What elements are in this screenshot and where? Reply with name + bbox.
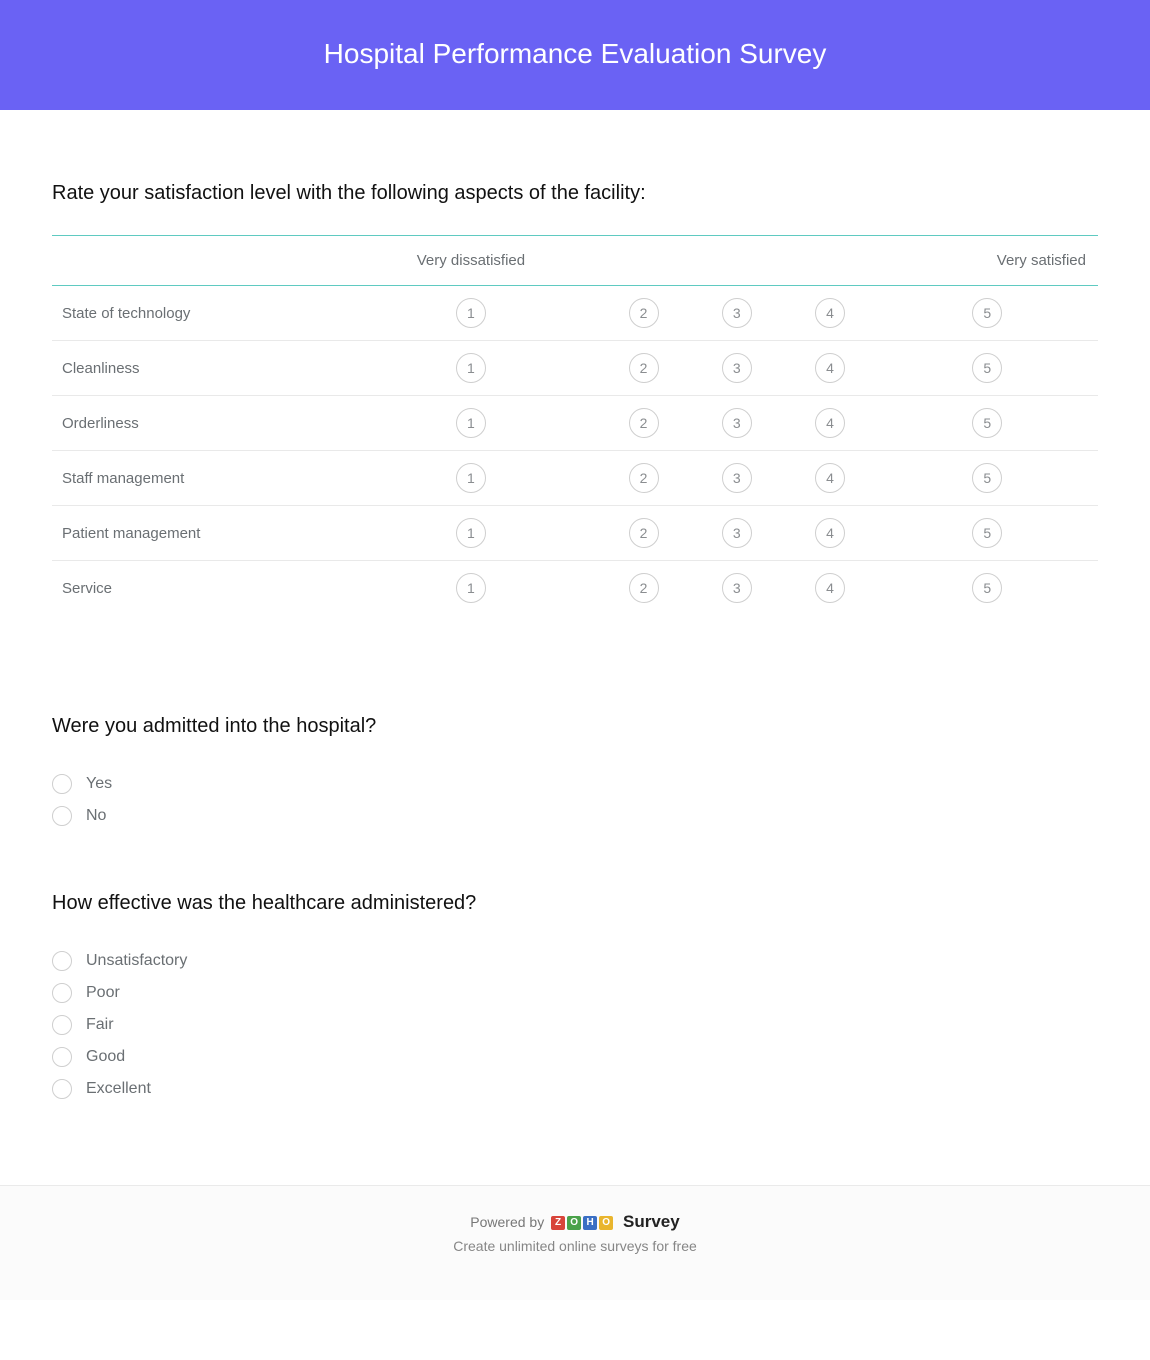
matrix-row: Staff management 1 2 3 4 5 — [52, 451, 1098, 506]
zoho-logo: ZOHO — [550, 1216, 614, 1230]
radio-input[interactable] — [52, 774, 72, 794]
matrix-row: Orderliness 1 2 3 4 5 — [52, 396, 1098, 451]
rating-option[interactable]: 4 — [815, 353, 845, 383]
survey-title: Hospital Performance Evaluation Survey — [324, 38, 827, 69]
question-3-title: How effective was the healthcare adminis… — [52, 892, 1098, 915]
radio-input[interactable] — [52, 1079, 72, 1099]
radio-input[interactable] — [52, 1015, 72, 1035]
matrix-row-label: Staff management — [52, 451, 345, 506]
rating-option[interactable]: 5 — [972, 298, 1002, 328]
rating-option[interactable]: 3 — [722, 518, 752, 548]
scale-right-label: Very satisfied — [877, 236, 1098, 286]
option-item: Unsatisfactory — [52, 945, 1098, 977]
matrix-row-label: Service — [52, 561, 345, 616]
option-item: Good — [52, 1041, 1098, 1073]
option-label: Fair — [86, 1016, 114, 1034]
footer-tagline: Create unlimited online surveys for free — [0, 1238, 1150, 1254]
rating-option[interactable]: 4 — [815, 408, 845, 438]
question-3-block: How effective was the healthcare adminis… — [52, 892, 1098, 1105]
survey-body: Rate your satisfaction level with the fo… — [0, 182, 1150, 1105]
matrix-row-label: Orderliness — [52, 396, 345, 451]
option-label: Poor — [86, 984, 120, 1002]
matrix-row-label: Cleanliness — [52, 341, 345, 396]
question-2-title: Were you admitted into the hospital? — [52, 715, 1098, 738]
question-3-options: Unsatisfactory Poor Fair Good Excellent — [52, 945, 1098, 1105]
rating-option[interactable]: 4 — [815, 463, 845, 493]
rating-option[interactable]: 5 — [972, 408, 1002, 438]
rating-option[interactable]: 1 — [456, 573, 486, 603]
question-1-title: Rate your satisfaction level with the fo… — [52, 182, 1098, 205]
matrix-header-row: Very dissatisfied Very satisfied — [52, 236, 1098, 286]
matrix-row-label: State of technology — [52, 286, 345, 341]
matrix-row: Cleanliness 1 2 3 4 5 — [52, 341, 1098, 396]
scale-left-label: Very dissatisfied — [345, 236, 597, 286]
rating-option[interactable]: 3 — [722, 573, 752, 603]
logo-letter: O — [567, 1216, 581, 1230]
radio-input[interactable] — [52, 1047, 72, 1067]
rating-option[interactable]: 1 — [456, 408, 486, 438]
rating-option[interactable]: 5 — [972, 573, 1002, 603]
rating-option[interactable]: 1 — [456, 463, 486, 493]
option-item: No — [52, 800, 1098, 832]
option-label: Unsatisfactory — [86, 952, 187, 970]
rating-option[interactable]: 5 — [972, 353, 1002, 383]
rating-option[interactable]: 1 — [456, 518, 486, 548]
matrix-row: Patient management 1 2 3 4 5 — [52, 506, 1098, 561]
rating-option[interactable]: 2 — [629, 298, 659, 328]
rating-option[interactable]: 1 — [456, 353, 486, 383]
rating-option[interactable]: 5 — [972, 463, 1002, 493]
option-label: Excellent — [86, 1080, 151, 1098]
rating-option[interactable]: 3 — [722, 408, 752, 438]
option-item: Excellent — [52, 1073, 1098, 1105]
rating-option[interactable]: 1 — [456, 298, 486, 328]
option-item: Poor — [52, 977, 1098, 1009]
rating-option[interactable]: 3 — [722, 353, 752, 383]
logo-letter: H — [583, 1216, 597, 1230]
rating-option[interactable]: 2 — [629, 573, 659, 603]
logo-letter: Z — [551, 1216, 565, 1230]
radio-input[interactable] — [52, 951, 72, 971]
survey-header: Hospital Performance Evaluation Survey — [0, 0, 1150, 110]
rating-matrix: Very dissatisfied Very satisfied State o… — [52, 235, 1098, 615]
survey-footer: Powered by ZOHO Survey Create unlimited … — [0, 1185, 1150, 1300]
radio-input[interactable] — [52, 806, 72, 826]
rating-option[interactable]: 4 — [815, 573, 845, 603]
option-item: Fair — [52, 1009, 1098, 1041]
option-label: Yes — [86, 775, 112, 793]
matrix-row: State of technology 1 2 3 4 5 — [52, 286, 1098, 341]
matrix-row-label: Patient management — [52, 506, 345, 561]
rating-option[interactable]: 2 — [629, 463, 659, 493]
rating-option[interactable]: 2 — [629, 518, 659, 548]
rating-option[interactable]: 3 — [722, 298, 752, 328]
matrix-row: Service 1 2 3 4 5 — [52, 561, 1098, 616]
option-label: No — [86, 807, 106, 825]
rating-option[interactable]: 2 — [629, 353, 659, 383]
powered-prefix: Powered by — [470, 1214, 548, 1230]
powered-by-line: Powered by ZOHO Survey — [0, 1212, 1150, 1232]
radio-input[interactable] — [52, 983, 72, 1003]
rating-option[interactable]: 3 — [722, 463, 752, 493]
question-2-block: Were you admitted into the hospital? Yes… — [52, 715, 1098, 832]
option-item: Yes — [52, 768, 1098, 800]
brand-word: Survey — [623, 1212, 680, 1231]
question-matrix-block: Rate your satisfaction level with the fo… — [52, 182, 1098, 615]
logo-letter: O — [599, 1216, 613, 1230]
question-2-options: Yes No — [52, 768, 1098, 832]
rating-option[interactable]: 2 — [629, 408, 659, 438]
rating-option[interactable]: 4 — [815, 298, 845, 328]
option-label: Good — [86, 1048, 125, 1066]
rating-option[interactable]: 4 — [815, 518, 845, 548]
rating-option[interactable]: 5 — [972, 518, 1002, 548]
